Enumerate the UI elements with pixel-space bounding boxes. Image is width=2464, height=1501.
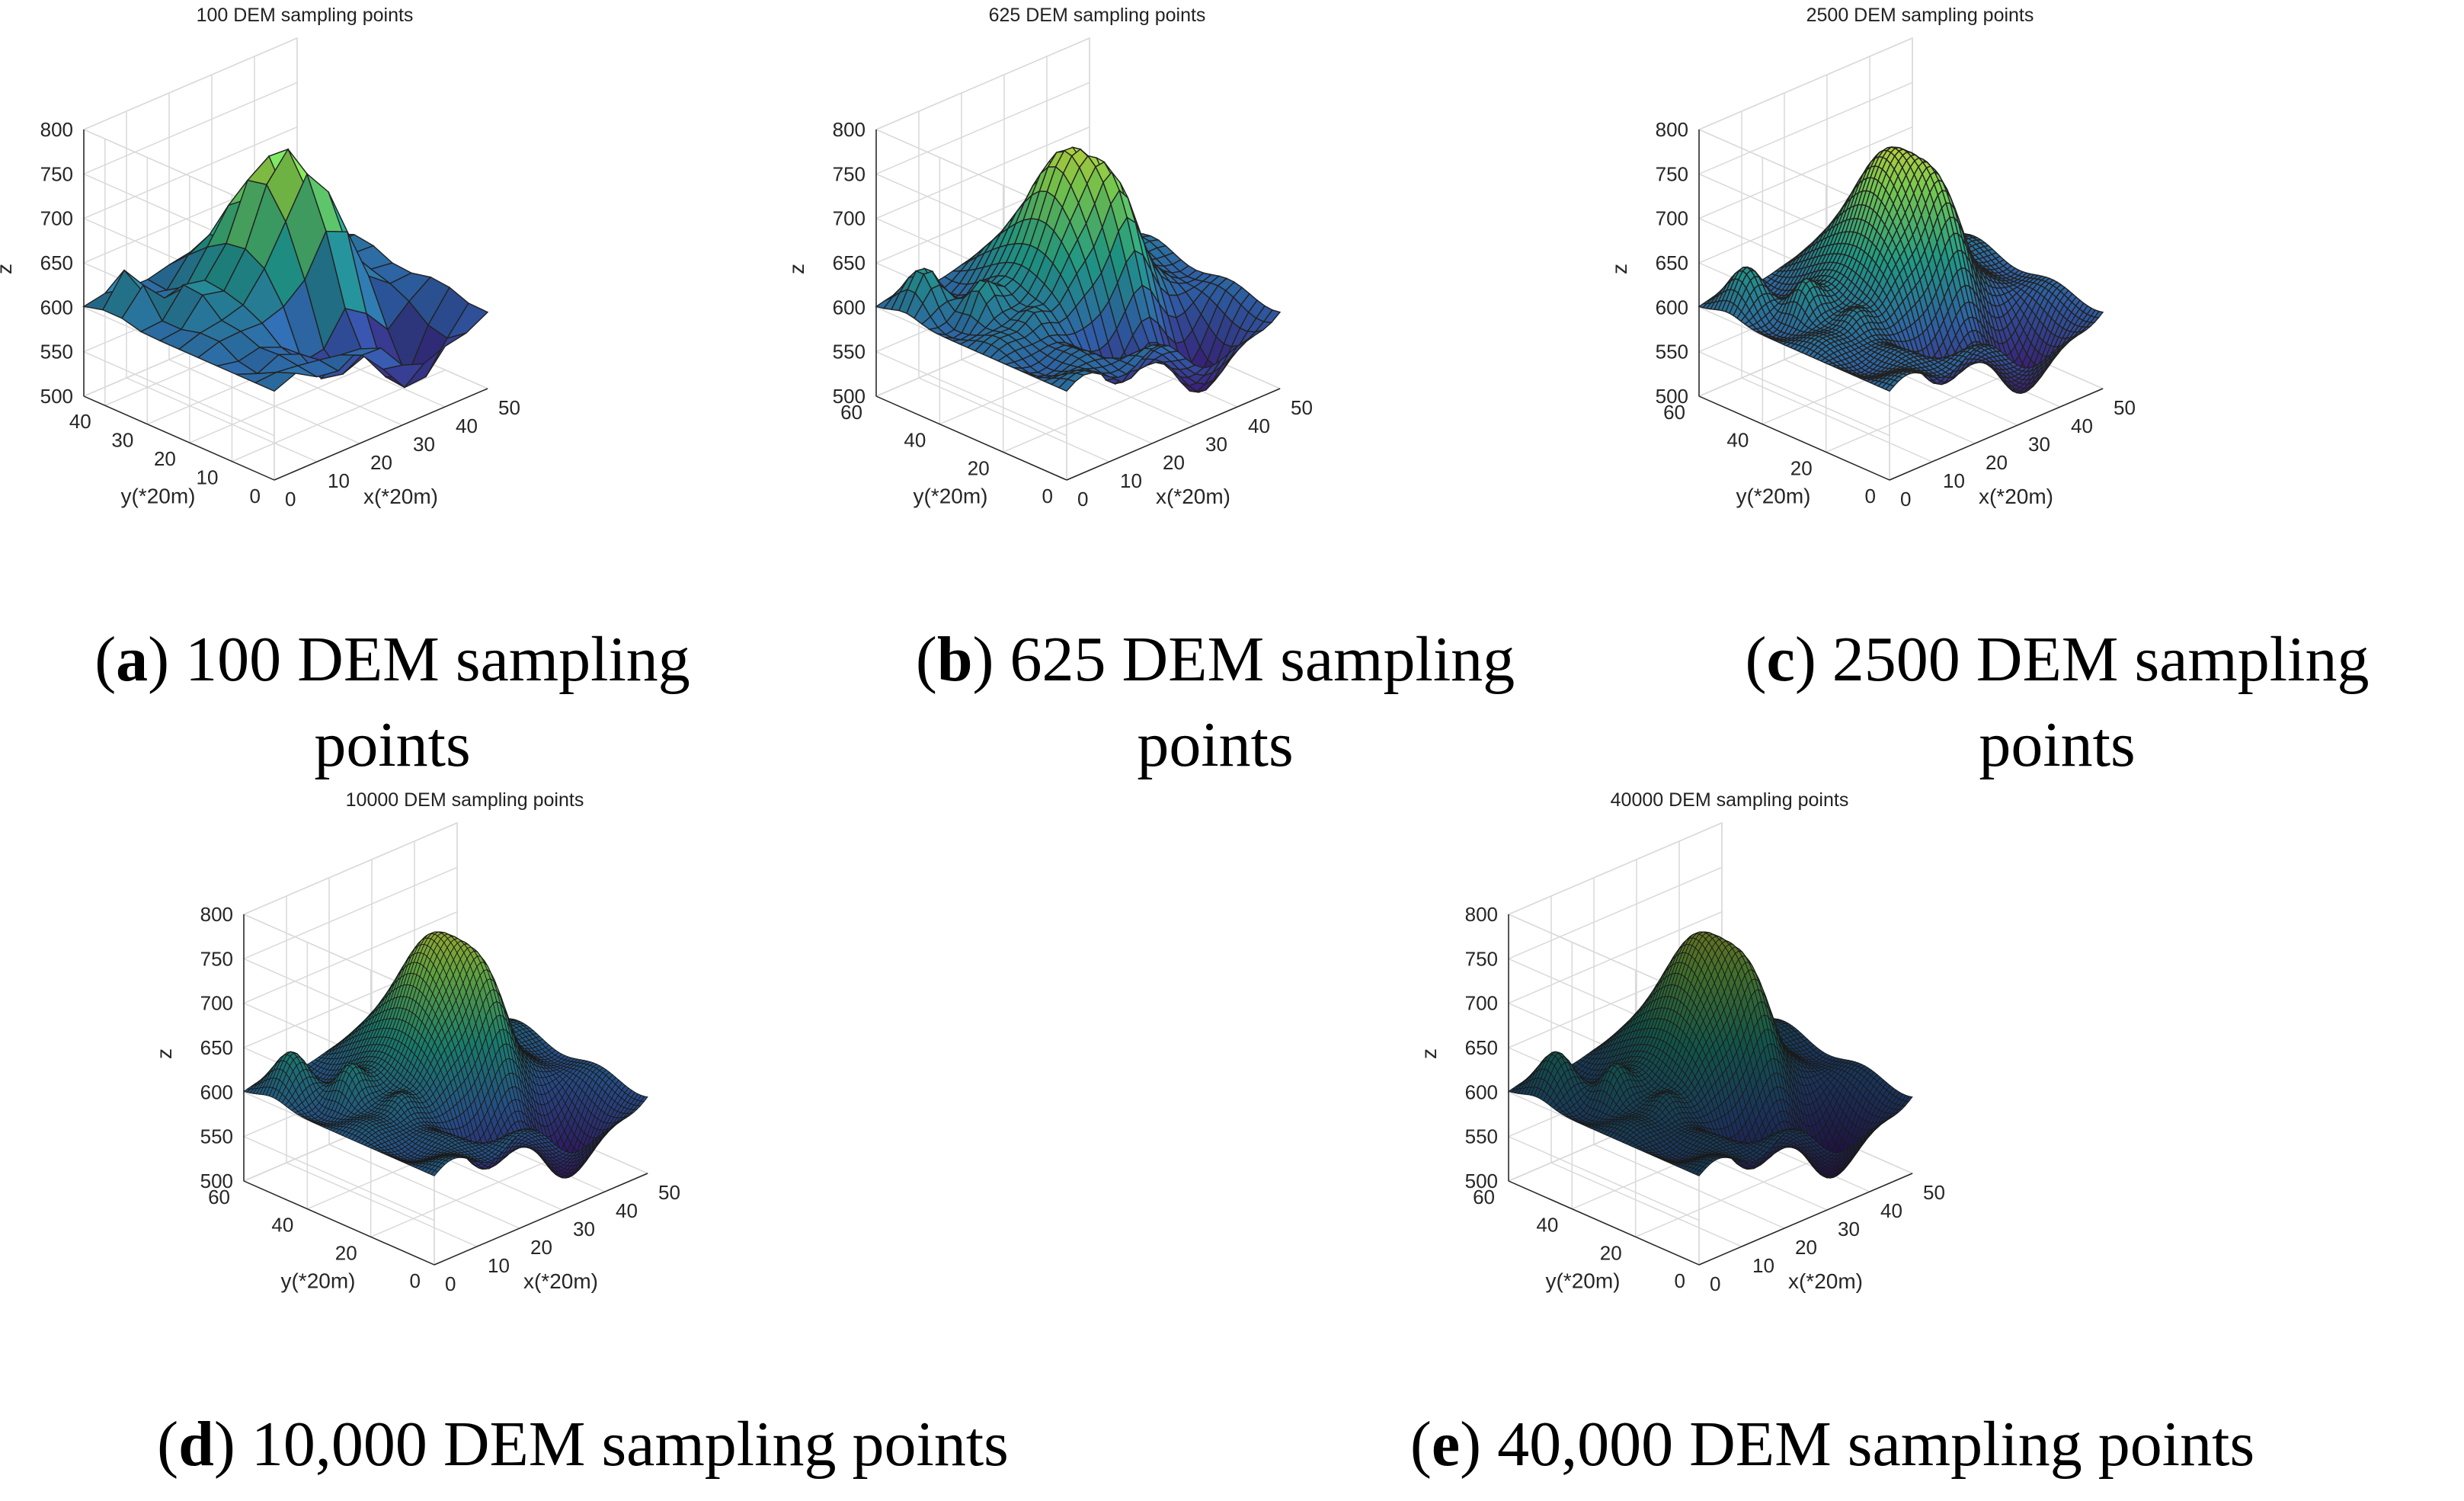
y-tick-label: 60: [1663, 401, 1685, 424]
plot-title: 10000 DEM sampling points: [346, 789, 584, 811]
y-tick-label: 40: [904, 429, 926, 452]
z-tick-label: 800: [833, 118, 866, 141]
panel-a: 100 DEM sampling points 500 550 600 650 700 75…: [0, 0, 808, 610]
z-tick-label: 650: [1656, 251, 1688, 274]
caption-letter-a: a: [116, 624, 149, 695]
plot-title: 625 DEM sampling points: [989, 5, 1206, 26]
z-tick-label: 700: [40, 207, 73, 230]
y-axis-label: y(*20m): [1736, 485, 1810, 508]
surface-plot-b: 625 DEM sampling points50055060065070075…: [785, 5, 1313, 510]
z-tick-label: 700: [833, 207, 866, 230]
y-tick-label: 0: [250, 485, 261, 507]
z-tick-label: 550: [833, 341, 866, 363]
z-axis-label: z: [0, 264, 16, 274]
caption-text-a: 100 DEM sampling: [169, 624, 690, 695]
plot-title: 100 DEM sampling points: [197, 5, 414, 26]
surface-face: [446, 302, 489, 339]
x-tick-label: 50: [2114, 396, 2136, 419]
z-tick-label: 600: [833, 296, 866, 318]
y-tick-label: 0: [1042, 485, 1053, 507]
x-tick-label: 20: [1163, 451, 1185, 474]
panel-d: 10000 DEM sampling points 500 550 600 650 700…: [152, 785, 968, 1394]
caption-text-a-line2: points: [314, 709, 471, 780]
caption-a: (a) 100 DEM sampling points: [94, 624, 690, 780]
caption-letter-b: b: [936, 624, 973, 695]
surface-plot-a: 100 DEM sampling points50055060065070075…: [0, 5, 520, 510]
z-tick-label: 500: [833, 385, 866, 408]
y-tick-label: 20: [968, 456, 990, 479]
x-tick-label: 30: [2028, 433, 2050, 456]
y-tick-label: 40: [1726, 429, 1749, 452]
axes: 500550600650700750800010203040500204060x…: [1608, 118, 2136, 510]
panel-b: 625 DEM sampling points 500 550 600 650 700 75…: [785, 0, 1600, 610]
caption-text-b-line2: points: [1137, 709, 1294, 780]
y-tick-label: 30: [111, 429, 133, 452]
y-tick-label: 20: [1790, 456, 1813, 479]
x-tick-label: 40: [456, 414, 478, 437]
z-tick-label: 800: [40, 118, 73, 141]
surface-mesh: [875, 146, 1282, 393]
caption-b: (b) 625 DEM sampling points: [915, 624, 1515, 780]
caption-text-c-line2: points: [1979, 709, 2136, 780]
y-axis-label: y(*20m): [913, 485, 987, 508]
caption-text-c: 2500 DEM sampling: [1816, 624, 2370, 695]
x-tick-label: 40: [1248, 414, 1270, 437]
z-tick-label: 500: [40, 385, 73, 408]
y-tick-label: 10: [197, 466, 219, 489]
x-tick-label: 10: [1943, 469, 1965, 492]
axes: 5005506006507007508000102030405001020304…: [0, 118, 520, 510]
x-tick-label: 20: [1986, 451, 2008, 474]
x-tick-label: 20: [370, 451, 392, 474]
surface-mesh: [242, 931, 648, 1179]
x-tick-label: 30: [413, 433, 435, 456]
caption-c: (c) 2500 DEM sampling points: [1745, 624, 2370, 780]
z-tick-label: 600: [40, 296, 73, 318]
x-tick-label: 10: [1120, 469, 1142, 492]
x-tick-label: 10: [328, 469, 350, 492]
plot-title: 2500 DEM sampling points: [1806, 5, 2034, 26]
x-tick-label: 30: [1205, 433, 1227, 456]
caption-letter-c: c: [1766, 624, 1795, 695]
z-tick-label: 700: [1656, 207, 1688, 230]
x-tick-label: 40: [2071, 414, 2093, 437]
z-tick-label: 750: [833, 162, 866, 185]
x-axis-label: x(*20m): [363, 485, 438, 508]
z-tick-label: 650: [40, 251, 73, 274]
z-tick-label: 650: [833, 251, 866, 274]
z-tick-label: 550: [1656, 341, 1688, 363]
z-axis-label: z: [1608, 264, 1631, 274]
x-tick-label: 50: [498, 396, 520, 419]
caption-text-b: 625 DEM sampling: [994, 624, 1515, 695]
surface-plot-d: 10000 DEM sampling points500550600650700…: [152, 789, 680, 1295]
x-tick-label: 0: [1077, 488, 1088, 510]
y-axis-label: y(*20m): [120, 485, 195, 508]
panel-c: 2500 DEM sampling points 500 550 600 650 700 7…: [1608, 0, 2423, 610]
y-tick-label: 0: [1865, 485, 1876, 507]
z-tick-label: 800: [1656, 118, 1688, 141]
axes: 500550600650700750800010203040500204060x…: [785, 118, 1313, 510]
x-tick-label: 0: [285, 488, 296, 510]
surface-mesh: [82, 148, 489, 392]
z-tick-label: 500: [1656, 385, 1688, 408]
y-tick-label: 20: [154, 447, 176, 470]
surface-mesh: [1698, 146, 2104, 394]
z-tick-label: 750: [1656, 162, 1688, 185]
z-axis-label: z: [785, 264, 808, 274]
z-tick-label: 600: [1656, 296, 1688, 318]
x-tick-label: 50: [1291, 396, 1313, 419]
x-axis-label: x(*20m): [1156, 485, 1230, 508]
surface-face: [1262, 309, 1282, 323]
y-tick-label: 40: [69, 410, 91, 433]
z-tick-label: 750: [40, 162, 73, 185]
y-tick-label: 60: [840, 401, 862, 424]
x-tick-label: 0: [1900, 488, 1911, 510]
z-tick-label: 550: [40, 341, 73, 363]
x-axis-label: x(*20m): [1979, 485, 2053, 508]
surface-face: [2094, 310, 2104, 318]
surface-plot-c: 2500 DEM sampling points5005506006507007…: [1608, 5, 2136, 510]
